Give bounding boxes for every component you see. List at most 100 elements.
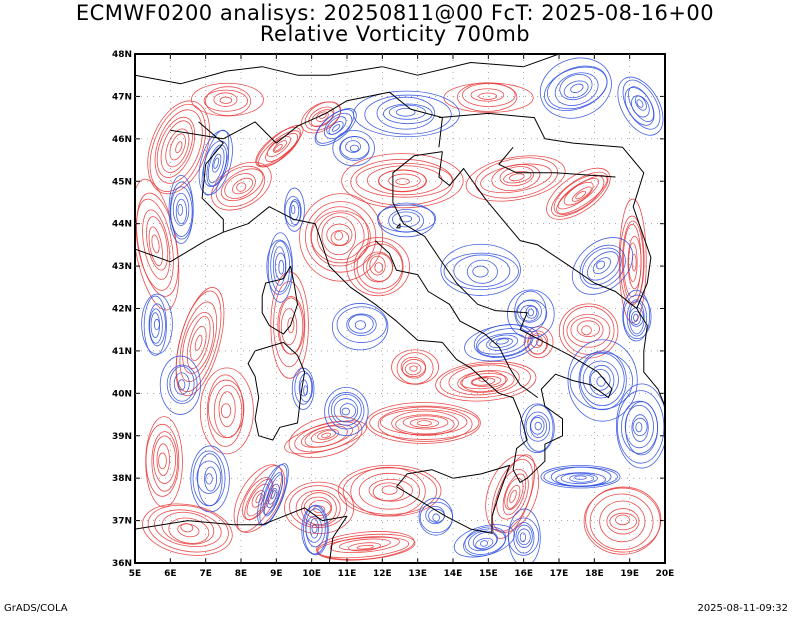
contour-line [633, 313, 639, 322]
contour-line [354, 320, 366, 330]
contour-line [616, 383, 665, 469]
contour-line [266, 483, 280, 509]
contour-line [524, 326, 554, 359]
contour-line [151, 431, 178, 492]
contour-line [208, 379, 245, 438]
contour-line [588, 364, 615, 396]
contour-line [546, 167, 611, 220]
sardinia-coastline [247, 341, 306, 441]
contour-line [504, 477, 524, 511]
contour-line [388, 173, 421, 188]
lat-tick-label: 47N [112, 92, 132, 102]
contour-line [175, 141, 183, 154]
san-marino [396, 223, 401, 229]
contour-line [186, 315, 211, 369]
contour-line [556, 175, 608, 214]
contour-line [558, 303, 619, 359]
lon-tick-label: 17E [550, 569, 569, 579]
contour-line [328, 392, 365, 430]
contour-line [581, 325, 592, 336]
contour-line [475, 328, 532, 358]
contour-line [471, 377, 496, 386]
contour-line [377, 202, 436, 238]
contour-line [149, 308, 163, 344]
contour-line [571, 186, 592, 202]
contour-line [158, 452, 167, 470]
contour-line [581, 247, 622, 286]
contour-line [159, 355, 201, 415]
contour-line [495, 338, 509, 345]
contour-line [372, 482, 405, 502]
contour-line [175, 198, 187, 225]
contour-line [148, 226, 163, 267]
contour-line [617, 390, 665, 464]
contour-line [579, 244, 626, 289]
contour-line [567, 339, 638, 422]
vorticity-contours [135, 57, 665, 563]
contour-line [582, 360, 619, 399]
contour-line [332, 129, 375, 167]
contour-line [579, 352, 625, 406]
contour-line [330, 230, 350, 246]
contour-line [362, 251, 394, 283]
lat-tick-label: 48N [112, 50, 132, 60]
contour-line [391, 410, 459, 436]
contour-line [530, 416, 545, 435]
contour-line [395, 414, 455, 435]
contour-line [622, 220, 644, 304]
contour-line [631, 414, 649, 442]
contour-line [337, 464, 442, 517]
italy-coastline [135, 151, 613, 483]
contour-line [609, 512, 637, 531]
contour-line [310, 428, 339, 443]
contour-line [491, 454, 536, 539]
contour-line [156, 443, 170, 476]
contour-line [349, 144, 359, 152]
contour-line [321, 216, 356, 256]
contour-line [242, 477, 274, 521]
contour-line [353, 90, 460, 138]
contour-line [342, 467, 438, 515]
contour-line [409, 365, 418, 372]
contour-line [443, 252, 519, 291]
contour-line [502, 473, 527, 516]
contour-line [489, 337, 513, 349]
contour-line [153, 435, 176, 484]
contour-line [326, 223, 353, 247]
contour-line [527, 330, 549, 355]
contour-line [169, 133, 186, 161]
contour-line [177, 523, 200, 538]
contour-line [551, 171, 609, 217]
contour-line [377, 204, 437, 233]
contour-line [336, 306, 387, 343]
contour-line [569, 474, 595, 483]
contour-line [440, 243, 521, 296]
contour-line [346, 237, 410, 297]
contour-line [154, 109, 203, 184]
lat-tick-label: 39N [112, 432, 132, 442]
contour-line [204, 466, 218, 492]
contour-line [391, 211, 420, 228]
contour-line [316, 531, 415, 561]
contour-line [622, 79, 661, 130]
contour-line [182, 312, 215, 374]
contour-line [287, 317, 295, 334]
contour-line [621, 400, 659, 454]
contour-line [630, 311, 642, 325]
contour-line [232, 177, 254, 195]
contour-line [324, 386, 369, 437]
contour-line [177, 379, 186, 391]
contour-line [206, 374, 244, 447]
balkan-coastline [438, 151, 665, 407]
contour-line [557, 178, 600, 210]
contour-line [300, 424, 354, 448]
lon-tick-label: 9E [270, 569, 282, 579]
contour-line [284, 420, 367, 455]
contour-line [148, 303, 166, 347]
contour-line [404, 362, 422, 376]
contour-line [147, 504, 229, 553]
contour-line [470, 376, 502, 387]
lon-tick-label: 16E [514, 569, 533, 579]
contour-line [141, 293, 173, 355]
